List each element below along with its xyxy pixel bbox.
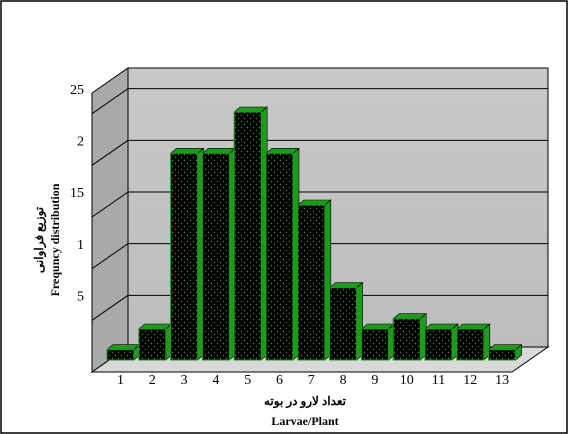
bar [106, 344, 141, 361]
grid-line-side [91, 294, 129, 321]
bar-front [456, 328, 485, 361]
bar [392, 313, 428, 361]
bar-front [170, 152, 199, 361]
x-axis-label: Larvae/Plant [271, 414, 338, 428]
grid-line-side [91, 191, 129, 218]
bar-front [329, 287, 358, 361]
y-axis-label: Frequncy distribution [48, 183, 62, 296]
x-tick-label: 7 [308, 373, 315, 388]
bar-front [201, 152, 230, 361]
x-tick-label: 10 [400, 373, 414, 388]
y-tick-label: 25 [70, 83, 84, 98]
bar [296, 199, 332, 361]
bar-front [424, 328, 453, 361]
side-wall [91, 67, 129, 373]
x-tick-label: 11 [432, 373, 445, 388]
x-tick-label: 12 [463, 373, 477, 388]
x-tick-label: 3 [181, 373, 188, 388]
bar [233, 106, 269, 361]
bar [328, 282, 364, 361]
bar-front [297, 204, 326, 361]
bar-front [488, 349, 517, 361]
x-tick-label: 6 [276, 373, 283, 388]
y-tick-label: 1 [77, 238, 84, 253]
bar-front [265, 152, 294, 361]
bar [137, 323, 173, 361]
bar-front [106, 349, 135, 361]
bar [424, 323, 459, 361]
grid-line-side [91, 243, 129, 270]
bar [201, 147, 237, 361]
grid-line-side [91, 88, 129, 115]
bar-front [392, 318, 421, 361]
y-tick-label: 5 [77, 290, 84, 305]
bar [169, 147, 205, 361]
x-tick-label: 13 [495, 373, 509, 388]
x-tick-label: 9 [371, 373, 378, 388]
bar [455, 323, 491, 361]
x-tick-label: 5 [244, 373, 251, 388]
grid-line-side [91, 139, 129, 166]
x-tick-label: 4 [212, 373, 219, 388]
bar-front [138, 328, 167, 361]
y-tick-label: 15 [70, 186, 84, 201]
x-tick-label: 2 [149, 373, 156, 388]
y-tick-label: 2 [77, 135, 84, 150]
bar [360, 323, 396, 361]
bar-front [233, 111, 262, 361]
bar-front [360, 328, 389, 361]
bar [265, 147, 300, 361]
x-tick-label: 1 [117, 373, 124, 388]
bar [487, 344, 523, 361]
x-axis-label: تعداد لارو در بوته [264, 394, 347, 409]
y-axis-label: توزیع فراوانی [32, 206, 47, 273]
x-tick-label: 8 [340, 373, 347, 388]
